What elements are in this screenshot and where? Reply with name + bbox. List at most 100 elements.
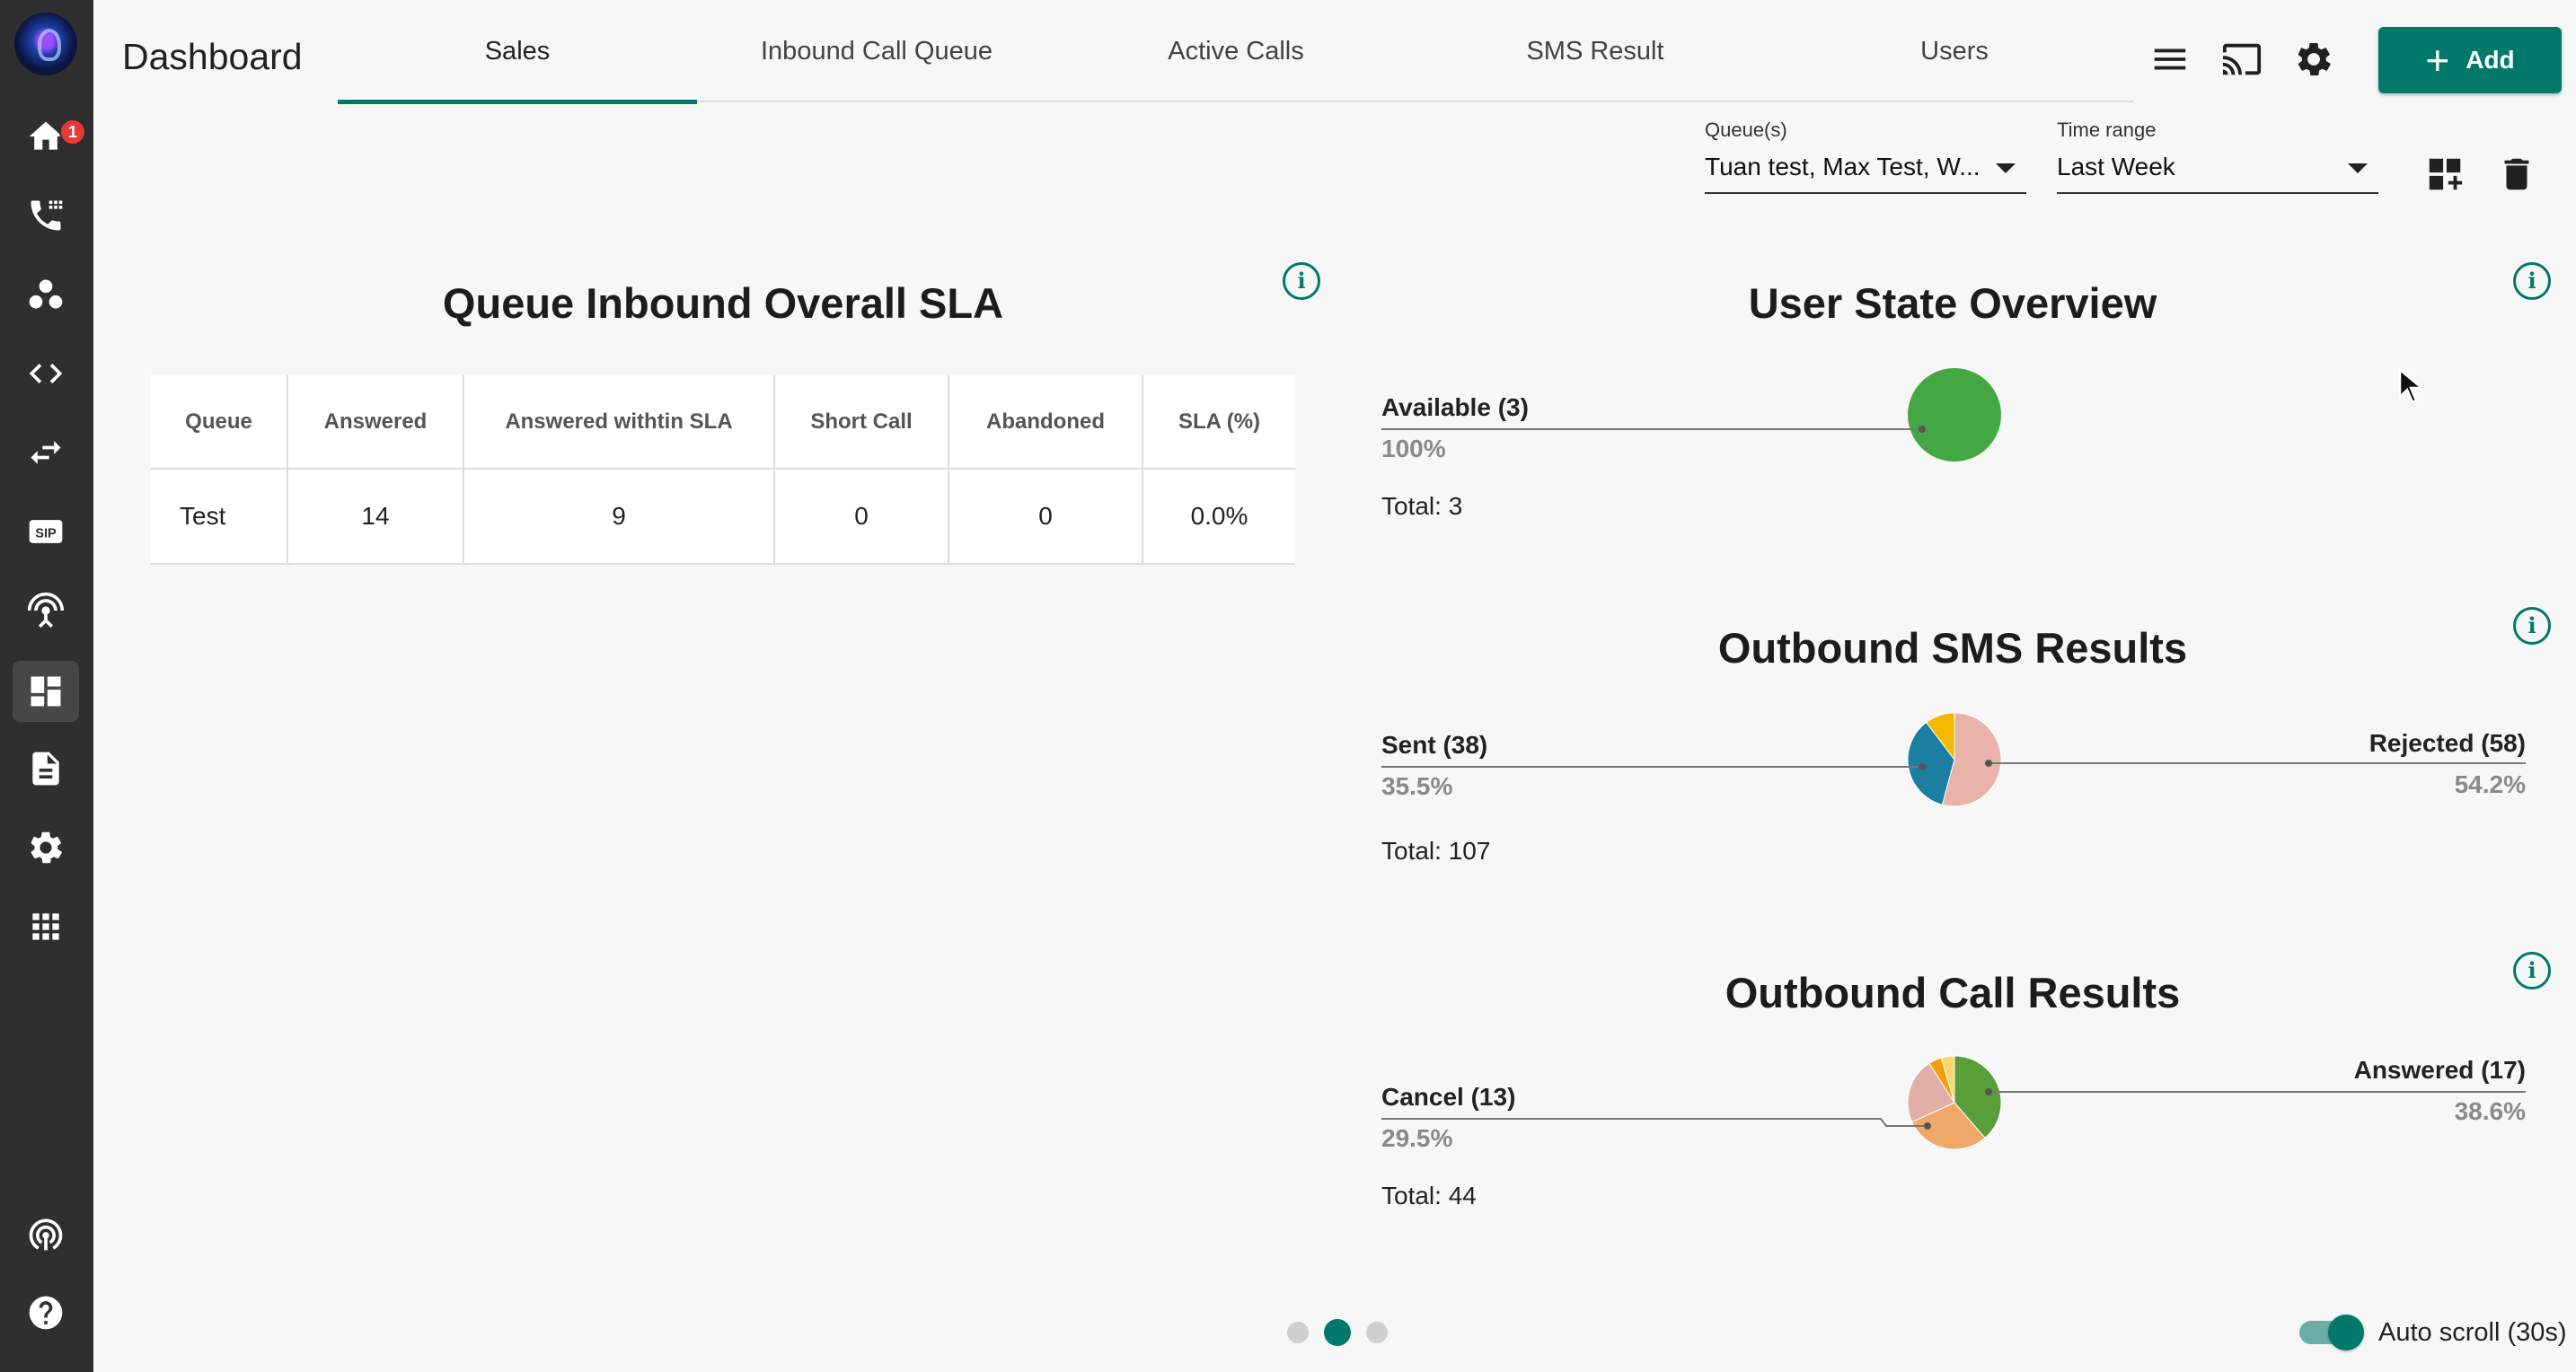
table-cell: 9: [463, 469, 775, 565]
sidebar-item-settings[interactable]: [13, 817, 79, 878]
settings-icon: [31, 831, 62, 864]
time-range-label: Time range: [2057, 119, 2157, 141]
chart-label-available: Available (3): [1381, 393, 1529, 421]
carousel-dot-3[interactable]: [1366, 1322, 1388, 1343]
phone-icon: [31, 200, 63, 231]
sidebar-item-antenna[interactable]: [13, 580, 79, 641]
carousel-dot-1[interactable]: [1287, 1322, 1309, 1343]
app-logo[interactable]: [14, 13, 77, 75]
sla-table: Queue Answered Answered withtin SLA Shor…: [151, 375, 1295, 565]
tab-users[interactable]: Users: [1920, 36, 1989, 66]
plus-icon: +: [2425, 37, 2450, 84]
menu-icon: [2154, 48, 2186, 70]
calls-slice: [1928, 1057, 1955, 1104]
code-icon: [29, 364, 63, 383]
swap-icon: [31, 441, 61, 464]
sidebar-item-groups[interactable]: [13, 264, 79, 325]
autoscroll-label: Auto scroll (30s): [2378, 1318, 2567, 1347]
call-results-title: Outbound Call Results: [1725, 969, 2181, 1016]
sms-slice: [1925, 712, 1955, 761]
tab-sms-result[interactable]: SMS Result: [1526, 36, 1664, 66]
calls-slice: [1954, 1055, 2002, 1139]
sidebar-item-dashboard[interactable]: [13, 661, 79, 722]
table-cell: Test: [151, 469, 288, 565]
queue-filter[interactable]: Queue(s) Tuan test, Max Test, W...: [1705, 119, 2026, 194]
column-header: Queue: [151, 375, 288, 470]
time-range-select[interactable]: Last Week: [2057, 153, 2378, 194]
add-button[interactable]: + Add: [2378, 27, 2562, 93]
autoscroll-toggle-knob[interactable]: [2328, 1315, 2364, 1350]
sidebar-item-documents[interactable]: [13, 738, 79, 799]
carousel-dot-2[interactable]: [1324, 1319, 1351, 1346]
add-button-label: Add: [2466, 46, 2515, 74]
broadcast-icon: [29, 1218, 63, 1251]
user-state-slice: [1908, 368, 2001, 462]
chart-label-answered: Answered (17): [2353, 1056, 2526, 1084]
user-state-title: User State Overview: [1748, 279, 2157, 327]
add-widget-icon: [2429, 158, 2463, 190]
tab-sales[interactable]: Sales: [338, 0, 697, 104]
page-title: Dashboard: [122, 36, 303, 77]
leader-dot: [1919, 426, 1926, 433]
leader-dot: [1985, 760, 1992, 767]
sidebar-item-code[interactable]: [13, 343, 79, 404]
chart-label-cancel: Cancel (13): [1381, 1083, 1516, 1111]
sidebar: 1 SIP: [0, 0, 93, 1372]
delete-button[interactable]: [2493, 151, 2540, 198]
leader-dot: [1924, 1122, 1931, 1130]
sidebar-item-transfer[interactable]: [13, 422, 79, 483]
info-icon[interactable]: i: [2513, 262, 2551, 300]
sms-results-title: Outbound SMS Results: [1717, 624, 2188, 672]
sip-icon: SIP: [29, 520, 63, 543]
sidebar-item-sip[interactable]: SIP: [13, 501, 79, 562]
table-cell: 0: [774, 469, 949, 565]
chart-pct-rejected: 54.2%: [2454, 770, 2526, 798]
dropdown-arrow-icon: [2348, 163, 2368, 173]
table-row: Test 14 9 0 0 0.0%: [151, 469, 1295, 565]
antenna-icon: [27, 592, 65, 629]
column-header: Abandoned: [948, 375, 1143, 470]
notification-badge: 1: [59, 119, 86, 145]
tab-active-calls[interactable]: Active Calls: [1168, 36, 1304, 66]
chart-label-rejected: Rejected (58): [2369, 729, 2526, 757]
help-icon: [29, 1296, 63, 1330]
table-cell: 14: [287, 469, 464, 565]
info-icon[interactable]: i: [2513, 607, 2551, 645]
calls-slice: [1940, 1055, 1955, 1104]
queue-select[interactable]: Tuan test, Max Test, W...: [1705, 153, 2026, 194]
tab-bar: Sales Inbound Call Queue Active Calls SM…: [338, 0, 2134, 104]
home-icon: [29, 121, 63, 150]
chart-total: Total: 107: [1381, 837, 1491, 865]
sidebar-item-apps[interactable]: [13, 896, 79, 957]
sidebar-item-home[interactable]: 1: [13, 106, 86, 167]
time-range-filter[interactable]: Time range Last Week: [2057, 119, 2378, 194]
sla-panel-title: Queue Inbound Overall SLA: [442, 279, 1004, 327]
table-cell: 0.0%: [1142, 469, 1295, 565]
cast-button[interactable]: [2219, 36, 2265, 83]
sidebar-item-calls[interactable]: [13, 185, 79, 246]
menu-button[interactable]: [2147, 36, 2193, 83]
settings-button[interactable]: [2290, 36, 2337, 83]
queue-filter-label: Queue(s): [1705, 119, 1787, 141]
chart-total: Total: 44: [1381, 1182, 1477, 1209]
info-icon[interactable]: i: [1283, 262, 1320, 300]
sms-slice: [1907, 721, 1955, 805]
leader-line-cancel: [1381, 1118, 1928, 1127]
sms-slice: [1941, 712, 2002, 807]
gear-icon: [2298, 42, 2331, 76]
chart-pct-cancel: 29.5%: [1381, 1124, 1453, 1152]
calls-slice: [1911, 1102, 1986, 1150]
info-icon[interactable]: i: [2513, 952, 2551, 989]
cast-icon: [2222, 43, 2262, 75]
column-header: SLA (%): [1142, 375, 1295, 470]
column-header: Answered: [287, 375, 464, 470]
calls-slice: [1907, 1062, 1955, 1123]
sidebar-item-help[interactable]: [13, 1282, 79, 1343]
add-widget-button[interactable]: [2422, 151, 2468, 198]
sidebar-item-broadcast[interactable]: [13, 1203, 79, 1264]
table-header-row: Queue Answered Answered withtin SLA Shor…: [151, 375, 1295, 470]
tab-inbound-call-queue[interactable]: Inbound Call Queue: [761, 36, 992, 66]
chart-pct-available: 100%: [1381, 435, 1446, 462]
dropdown-arrow-icon: [1996, 163, 2016, 173]
